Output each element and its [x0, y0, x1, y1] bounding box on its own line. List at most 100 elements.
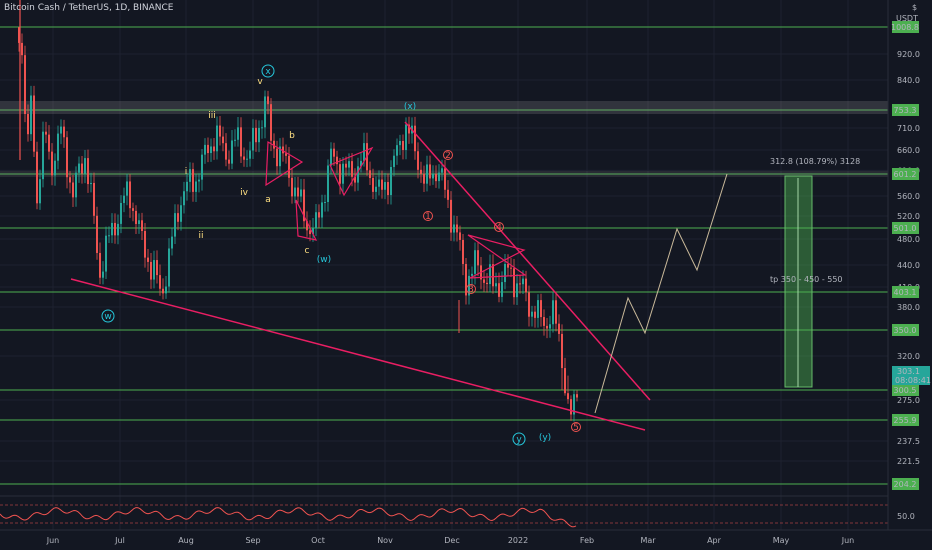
- level-tag: [892, 286, 919, 298]
- wave-label: i: [185, 167, 188, 177]
- projection-path-line: [594, 173, 728, 414]
- projection-label: 312.8 (108.79%) 3128: [770, 157, 860, 166]
- candle-body: [168, 248, 170, 287]
- time-tick: Dec: [444, 536, 459, 545]
- candle-body: [42, 131, 44, 180]
- wave-label-circle: [512, 432, 526, 446]
- candle-body: [555, 300, 557, 324]
- price-tick: 840.0: [897, 76, 920, 85]
- current-price-countdown: 08:08:41: [895, 376, 931, 385]
- candle-body: [186, 181, 188, 192]
- candle-body: [336, 156, 338, 165]
- candle-body: [162, 288, 164, 294]
- candle-body: [48, 134, 50, 152]
- time-tick: Jun: [841, 536, 855, 545]
- resistance-band: [0, 101, 888, 114]
- candle-body: [258, 127, 260, 143]
- candle-body: [225, 143, 227, 160]
- time-tick: Feb: [580, 536, 594, 545]
- candle-body: [438, 172, 440, 182]
- candle-body: [171, 236, 173, 249]
- candlestick-series: [18, 0, 578, 422]
- candle-body: [396, 145, 398, 156]
- candle-body: [552, 300, 554, 325]
- candle-body: [531, 311, 533, 317]
- wave-label: (w): [317, 255, 331, 265]
- candle-body: [198, 179, 200, 182]
- candle-body: [288, 155, 290, 178]
- rsi-line: [0, 507, 577, 528]
- currency-label: USDT: [896, 14, 918, 23]
- triangle-pattern: [265, 140, 304, 187]
- candle-body: [324, 202, 326, 204]
- candle-body: [495, 283, 497, 287]
- candle-body: [135, 210, 137, 224]
- wave-label: w: [104, 312, 111, 322]
- candle-body: [501, 282, 503, 297]
- candle-body: [252, 127, 254, 151]
- price-tick: 440.0: [897, 261, 920, 270]
- candle-body: [195, 181, 197, 192]
- candle-body: [402, 140, 404, 150]
- candle-body: [276, 148, 278, 167]
- candle-body: [312, 228, 314, 235]
- wedge-pattern: [329, 146, 374, 197]
- candle-body: [378, 179, 380, 187]
- candle-body: [498, 283, 500, 297]
- candle-body: [159, 275, 161, 289]
- candle-body: [264, 96, 266, 128]
- wave-label-circle: [494, 222, 504, 232]
- candle-body: [435, 173, 437, 182]
- candle-body: [93, 182, 95, 216]
- candle-body: [300, 189, 302, 197]
- candle-body: [282, 146, 284, 154]
- candle-body: [549, 324, 551, 329]
- candle-body: [381, 179, 383, 190]
- candle-body: [270, 104, 272, 141]
- level-tag-text: 501.0: [894, 224, 917, 233]
- time-tick: Aug: [178, 536, 194, 545]
- wave-label: 1: [425, 212, 431, 222]
- candle-body: [546, 325, 548, 329]
- time-tick: Oct: [311, 536, 325, 545]
- candle-body: [420, 169, 422, 174]
- candle-body: [462, 239, 464, 264]
- candle-body: [372, 178, 374, 192]
- candle-body: [54, 160, 56, 176]
- candle-body: [21, 42, 23, 56]
- projection-path: 312.8 (108.79%) 3128 tp 350 - 450 - 550: [594, 157, 860, 414]
- wave-label: iv: [240, 188, 249, 198]
- candle-body: [63, 126, 65, 138]
- lower-trendline: [70, 278, 646, 431]
- time-tick: May: [773, 536, 790, 545]
- rsi-pane: [0, 495, 888, 528]
- candle-body: [414, 125, 416, 152]
- candle-body: [318, 212, 320, 218]
- wave-label-circle: [571, 422, 581, 432]
- candle-body: [570, 399, 572, 415]
- candle-body: [177, 213, 179, 222]
- candle-body: [267, 96, 269, 105]
- candle-body: [474, 250, 476, 274]
- candle-body: [246, 158, 248, 160]
- price-tick: 320.0: [897, 352, 920, 361]
- candle-body: [228, 159, 230, 164]
- candle-body: [483, 279, 485, 283]
- candle-body: [222, 136, 224, 144]
- candle-body: [357, 166, 359, 183]
- wave-label-circle: [101, 309, 115, 323]
- wave-label-circle: [261, 64, 275, 78]
- time-tick: Nov: [377, 536, 393, 545]
- candle-body: [507, 263, 509, 268]
- candle-body: [237, 127, 239, 140]
- candle-body: [144, 231, 146, 258]
- candle-body: [375, 186, 377, 192]
- candle-body: [537, 300, 539, 318]
- wedge-pattern: [295, 199, 318, 241]
- candle-body: [102, 271, 104, 278]
- candle-body: [117, 223, 119, 236]
- time-tick: Jul: [114, 536, 125, 545]
- time-tick: Apr: [707, 536, 722, 545]
